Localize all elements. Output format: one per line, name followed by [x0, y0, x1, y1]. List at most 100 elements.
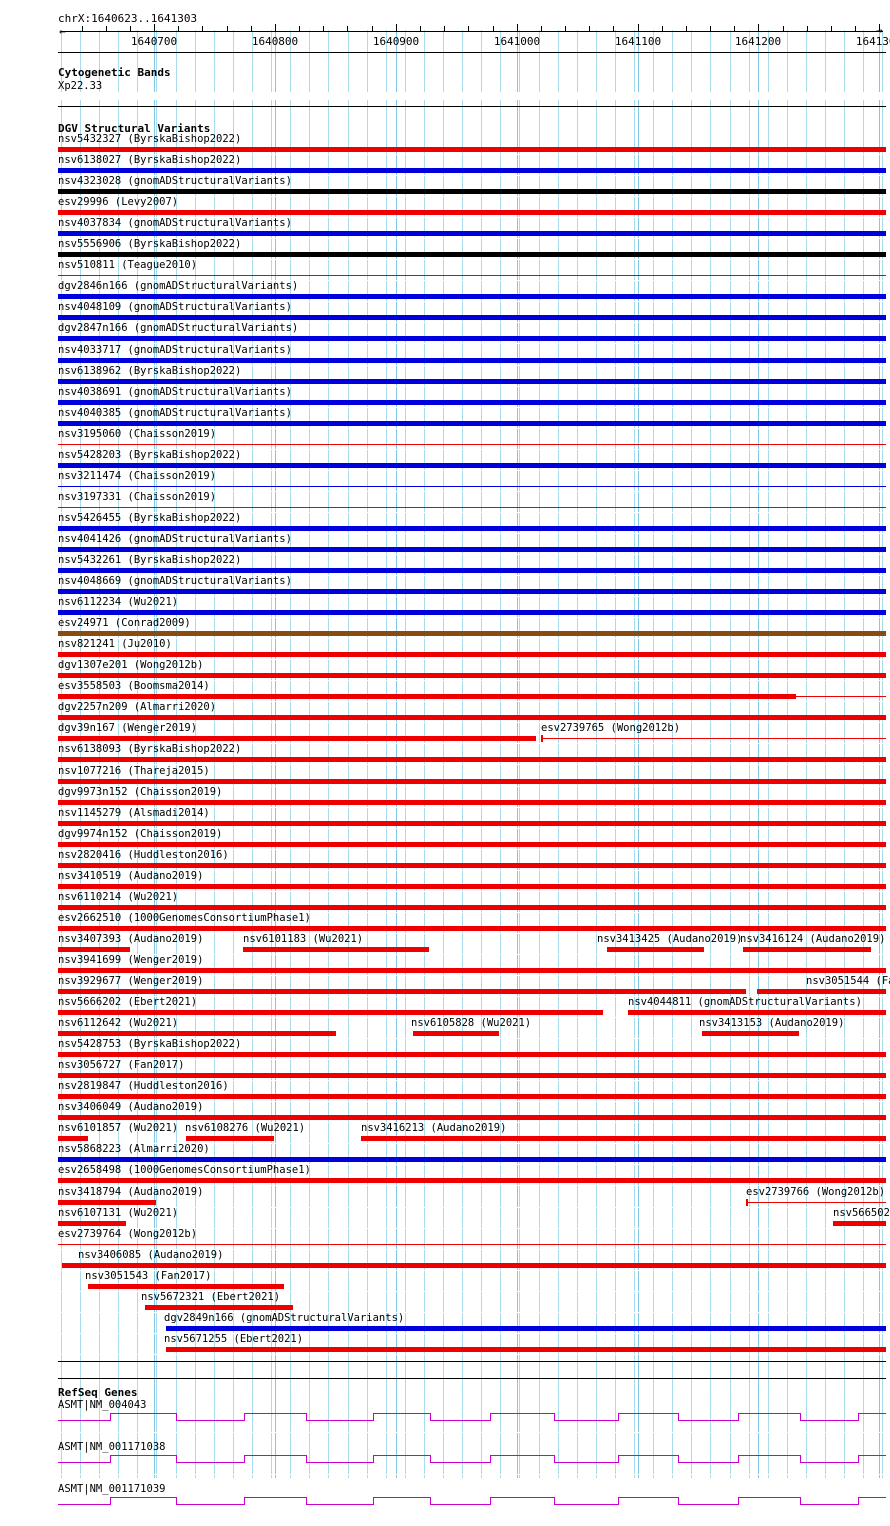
refseq-gene-segment[interactable]	[176, 1462, 244, 1464]
dgv-variant-bar[interactable]	[746, 1202, 886, 1203]
dgv-variant-bar[interactable]	[166, 1347, 886, 1352]
dgv-variant-label[interactable]: esv2739765 (Wong2012b)	[541, 722, 681, 734]
dgv-variant-bar[interactable]	[58, 1031, 336, 1036]
dgv-variant-label[interactable]: nsv4040385 (gnomADStructuralVariants)	[58, 407, 292, 419]
dgv-variant-bar[interactable]	[243, 947, 429, 952]
dgv-variant-label[interactable]: nsv6101183 (Wu2021)	[243, 933, 364, 945]
dgv-variant-label[interactable]: nsv4044811 (gnomADStructuralVariants)	[628, 996, 862, 1008]
dgv-variant-bar[interactable]	[58, 379, 886, 384]
dgv-variant-bar[interactable]	[58, 147, 886, 152]
dgv-variant-label[interactable]: nsv3056727 (Fan2017)	[58, 1059, 185, 1071]
dgv-variant-bar[interactable]	[702, 1031, 799, 1036]
dgv-variant-label[interactable]: esv2658498 (1000GenomesConsortiumPhase1)	[58, 1164, 311, 1176]
dgv-variant-label[interactable]: nsv6112642 (Wu2021)	[58, 1017, 179, 1029]
refseq-gene-segment[interactable]	[58, 1420, 110, 1422]
dgv-variant-label[interactable]: dgv9973n152 (Chaisson2019)	[58, 786, 223, 798]
dgv-variant-label[interactable]: nsv3051543 (Fan2017)	[85, 1270, 212, 1282]
dgv-variant-bar[interactable]	[58, 168, 886, 173]
dgv-variant-label[interactable]: nsv3407393 (Audano2019)	[58, 933, 204, 945]
dgv-variant-label[interactable]: nsv6110214 (Wu2021)	[58, 891, 179, 903]
dgv-variant-bar[interactable]	[58, 736, 536, 741]
dgv-variant-label[interactable]: nsv5426455 (ByrskaBishop2022)	[58, 512, 242, 524]
dgv-variant-bar[interactable]	[58, 779, 886, 784]
dgv-variant-bar[interactable]	[58, 1221, 126, 1226]
dgv-variant-bar[interactable]	[58, 189, 886, 194]
left-arrow-icon[interactable]: ←	[59, 25, 66, 38]
dgv-variant-label[interactable]: nsv4037834 (gnomADStructuralVariants)	[58, 217, 292, 229]
dgv-variant-bar[interactable]	[58, 652, 886, 657]
dgv-variant-bar[interactable]	[58, 463, 886, 468]
refseq-gene-segment[interactable]	[430, 1462, 490, 1464]
dgv-variant-label[interactable]: nsv6138962 (ByrskaBishop2022)	[58, 365, 242, 377]
refseq-gene-segment[interactable]	[554, 1420, 618, 1422]
dgv-variant-label[interactable]: nsv5665025	[833, 1207, 890, 1219]
dgv-variant-bar[interactable]	[58, 421, 886, 426]
dgv-variant-bar[interactable]	[58, 1200, 156, 1205]
refseq-gene-label[interactable]: ASMT|NM_001171038	[58, 1441, 166, 1453]
dgv-variant-bar[interactable]	[607, 947, 704, 952]
dgv-variant-bar[interactable]	[58, 1094, 886, 1099]
dgv-variant-bar[interactable]	[58, 400, 886, 405]
dgv-variant-label[interactable]: nsv3406049 (Audano2019)	[58, 1101, 204, 1113]
dgv-variant-label[interactable]: nsv6112234 (Wu2021)	[58, 596, 179, 608]
dgv-variant-label[interactable]: nsv6138093 (ByrskaBishop2022)	[58, 743, 242, 755]
dgv-variant-label[interactable]: dgv1307e201 (Wong2012b)	[58, 659, 204, 671]
refseq-gene-segment[interactable]	[244, 1413, 306, 1415]
refseq-gene-segment[interactable]	[618, 1497, 678, 1499]
refseq-gene-segment[interactable]	[858, 1455, 886, 1457]
dgv-variant-label[interactable]: nsv3211474 (Chaisson2019)	[58, 470, 217, 482]
dgv-variant-label[interactable]: nsv4041426 (gnomADStructuralVariants)	[58, 533, 292, 545]
dgv-variant-label[interactable]: nsv5428753 (ByrskaBishop2022)	[58, 1038, 242, 1050]
dgv-variant-bar[interactable]	[58, 947, 130, 952]
dgv-variant-bar[interactable]	[58, 610, 886, 615]
dgv-variant-label[interactable]: esv2739764 (Wong2012b)	[58, 1228, 198, 1240]
dgv-variant-label[interactable]: nsv5432261 (ByrskaBishop2022)	[58, 554, 242, 566]
dgv-variant-label[interactable]: nsv5672321 (Ebert2021)	[141, 1291, 281, 1303]
dgv-variant-label[interactable]: nsv3416213 (Audano2019)	[361, 1122, 507, 1134]
dgv-variant-label[interactable]: esv24971 (Conrad2009)	[58, 617, 191, 629]
dgv-variant-label[interactable]: nsv4033717 (gnomADStructuralVariants)	[58, 344, 292, 356]
refseq-gene-segment[interactable]	[858, 1497, 886, 1499]
dgv-variant-bar[interactable]	[186, 1136, 274, 1141]
dgv-variant-label[interactable]: nsv3410519 (Audano2019)	[58, 870, 204, 882]
dgv-variant-bar[interactable]	[58, 547, 886, 552]
refseq-gene-segment[interactable]	[738, 1413, 800, 1415]
refseq-gene-segment[interactable]	[110, 1497, 176, 1499]
refseq-gene-label[interactable]: ASMT|NM_004043	[58, 1399, 147, 1411]
refseq-gene-segment[interactable]	[738, 1497, 800, 1499]
refseq-gene-segment[interactable]	[618, 1413, 678, 1415]
dgv-variant-bar[interactable]	[58, 673, 886, 678]
dgv-variant-label[interactable]: nsv2820416 (Huddleston2016)	[58, 849, 229, 861]
dgv-variant-bar[interactable]	[58, 589, 886, 594]
dgv-variant-bar[interactable]	[361, 1136, 886, 1141]
refseq-gene-segment[interactable]	[58, 1504, 110, 1506]
dgv-variant-bar[interactable]	[58, 1178, 886, 1183]
refseq-gene-segment[interactable]	[800, 1504, 858, 1506]
refseq-gene-segment[interactable]	[800, 1462, 858, 1464]
dgv-variant-bar[interactable]	[58, 486, 886, 487]
dgv-variant-bar[interactable]	[58, 252, 886, 257]
dgv-variant-label[interactable]: dgv2847n166 (gnomADStructuralVariants)	[58, 322, 299, 334]
dgv-variant-label[interactable]: nsv5556906 (ByrskaBishop2022)	[58, 238, 242, 250]
dgv-variant-label[interactable]: dgv2846n166 (gnomADStructuralVariants)	[58, 280, 299, 292]
dgv-variant-bar[interactable]	[58, 884, 886, 889]
dgv-variant-bar[interactable]	[833, 1221, 886, 1226]
refseq-gene-segment[interactable]	[430, 1504, 490, 1506]
dgv-variant-label[interactable]: nsv1145279 (Alsmadi2014)	[58, 807, 210, 819]
dgv-variant-bar[interactable]	[58, 800, 886, 805]
dgv-variant-bar[interactable]	[58, 842, 886, 847]
dgv-variant-label[interactable]: esv3558503 (Boomsma2014)	[58, 680, 210, 692]
dgv-variant-label[interactable]: esv29996 (Levy2007)	[58, 196, 179, 208]
dgv-variant-bar[interactable]	[743, 947, 871, 952]
dgv-variant-label[interactable]: nsv6138027 (ByrskaBishop2022)	[58, 154, 242, 166]
dgv-variant-bar[interactable]	[58, 336, 886, 341]
dgv-variant-bar[interactable]	[541, 738, 886, 739]
dgv-variant-bar[interactable]	[58, 568, 886, 573]
refseq-gene-segment[interactable]	[490, 1455, 554, 1457]
refseq-gene-segment[interactable]	[490, 1413, 554, 1415]
refseq-gene-segment[interactable]	[430, 1420, 490, 1422]
refseq-gene-segment[interactable]	[490, 1497, 554, 1499]
dgv-variant-bar[interactable]	[62, 1263, 886, 1268]
dgv-variant-label[interactable]: nsv821241 (Ju2010)	[58, 638, 172, 650]
dgv-variant-bar[interactable]	[58, 631, 886, 636]
